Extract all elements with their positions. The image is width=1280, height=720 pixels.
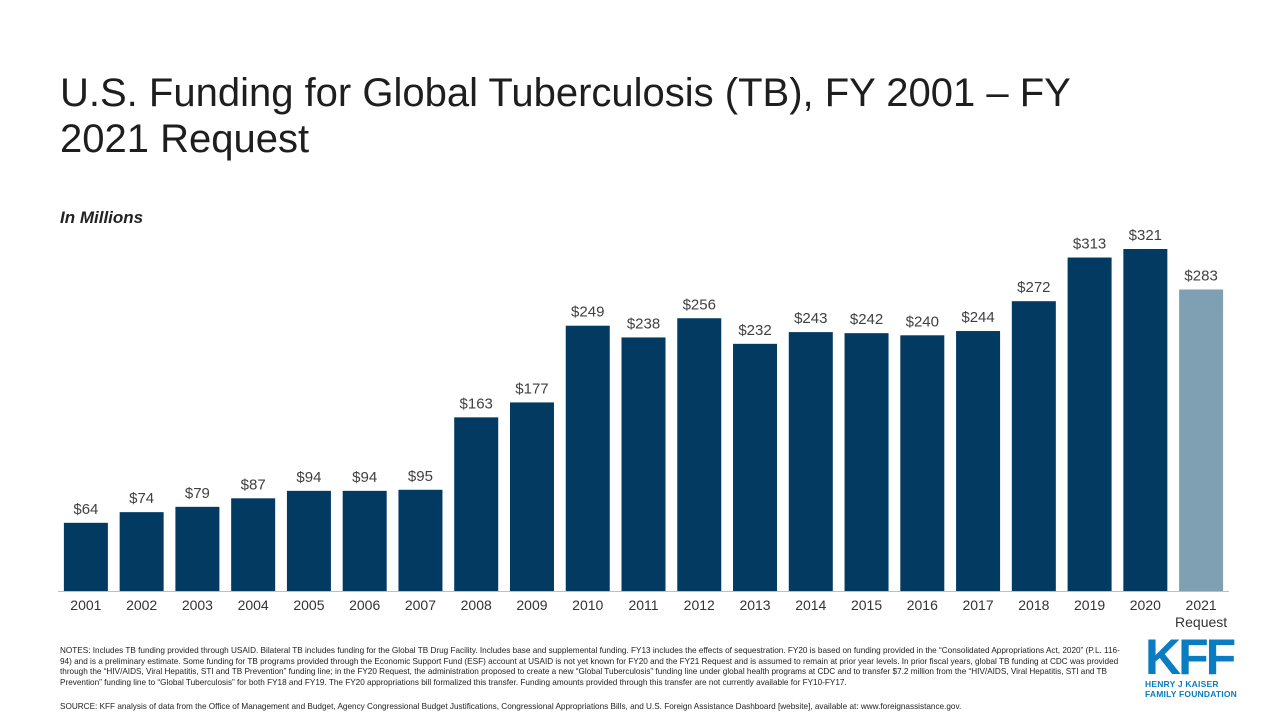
x-tick-label-19: 2020 <box>1130 597 1161 613</box>
bar-7 <box>454 417 499 591</box>
kff-logo: KFF HENRY J KAISER FAMILY FOUNDATION <box>1145 629 1240 699</box>
bar-14 <box>844 333 889 591</box>
x-tick-label-16: 2017 <box>962 597 993 613</box>
bar-0 <box>63 522 108 591</box>
bar-9 <box>565 325 610 591</box>
bar-4 <box>286 490 331 591</box>
x-tick-label-11: 2012 <box>684 597 715 613</box>
logo-mark: KFF <box>1145 629 1236 685</box>
x-tick-label-1: 2002 <box>126 597 157 613</box>
data-label-5: $94 <box>352 469 377 486</box>
data-label-3: $87 <box>241 476 266 493</box>
data-label-13: $243 <box>794 310 827 327</box>
data-label-19: $321 <box>1129 227 1162 244</box>
bar-2 <box>175 506 220 591</box>
page-title: U.S. Funding for Global Tuberculosis (TB… <box>60 71 1071 161</box>
data-label-4: $94 <box>296 469 321 486</box>
x-tick-label-9: 2010 <box>572 597 603 613</box>
data-label-12: $232 <box>738 322 771 339</box>
data-label-2: $79 <box>185 485 210 502</box>
x-tick-label-4: 2005 <box>293 597 324 613</box>
x-tick-label-18: 2019 <box>1074 597 1105 613</box>
x-tick-label-15: 2016 <box>907 597 938 613</box>
bar-3 <box>231 498 276 591</box>
bar-1 <box>119 512 164 591</box>
bar-18 <box>1067 257 1112 591</box>
data-label-0: $64 <box>73 501 98 518</box>
x-tick-label-13: 2014 <box>795 597 826 613</box>
data-label-8: $177 <box>515 380 548 397</box>
data-label-10: $238 <box>627 315 660 332</box>
data-label-11: $256 <box>683 296 716 313</box>
data-label-14: $242 <box>850 311 883 328</box>
source-text: SOURCE: KFF analysis of data from the Of… <box>60 702 962 711</box>
bar-8 <box>509 402 554 591</box>
bar-20 <box>1179 289 1224 591</box>
data-label-18: $313 <box>1073 236 1106 253</box>
x-tick-label-17: 2018 <box>1018 597 1049 613</box>
notes-text: NOTES: Includes TB funding provided thro… <box>60 646 1120 687</box>
x-tick-label-7: 2008 <box>461 597 492 613</box>
bar-17 <box>1011 301 1056 591</box>
bar-10 <box>621 337 666 591</box>
bar-12 <box>733 343 778 591</box>
data-label-7: $163 <box>460 395 493 412</box>
data-label-15: $240 <box>906 313 939 330</box>
x-tick-label-14: 2015 <box>851 597 882 613</box>
data-label-1: $74 <box>129 490 154 507</box>
data-label-6: $95 <box>408 468 433 485</box>
x-tick-label-2: 2003 <box>182 597 213 613</box>
x-tick-label-0: 2001 <box>70 597 101 613</box>
logo-line-2: FAMILY FOUNDATION <box>1145 689 1238 699</box>
logo-line-1: HENRY J KAISER <box>1145 679 1219 689</box>
bar-11 <box>677 318 722 591</box>
x-tick-label-8: 2009 <box>516 597 547 613</box>
bar-16 <box>956 331 1001 591</box>
bar-15 <box>900 335 945 591</box>
x-tick-label-5: 2006 <box>349 597 380 613</box>
bar-13 <box>788 332 833 591</box>
bar-19 <box>1123 249 1168 591</box>
data-label-17: $272 <box>1017 279 1050 296</box>
data-label-16: $244 <box>961 309 994 326</box>
bar-chart: $64 2001 $74 2002 $79 2003 $87 2004 $94 2005 $94 20… <box>58 227 1229 630</box>
bar-5 <box>342 490 387 591</box>
x-tick-label-10: 2011 <box>628 597 658 613</box>
bar-6 <box>398 489 443 591</box>
data-label-9: $249 <box>571 304 604 321</box>
units-label: In Millions <box>60 208 144 227</box>
data-label-20: $283 <box>1184 267 1217 284</box>
x-tick-label-3: 2004 <box>238 597 269 613</box>
x-tick-label-20: 2021 Request <box>1175 597 1227 630</box>
x-tick-label-6: 2007 <box>405 597 436 613</box>
x-tick-label-12: 2013 <box>739 597 770 613</box>
